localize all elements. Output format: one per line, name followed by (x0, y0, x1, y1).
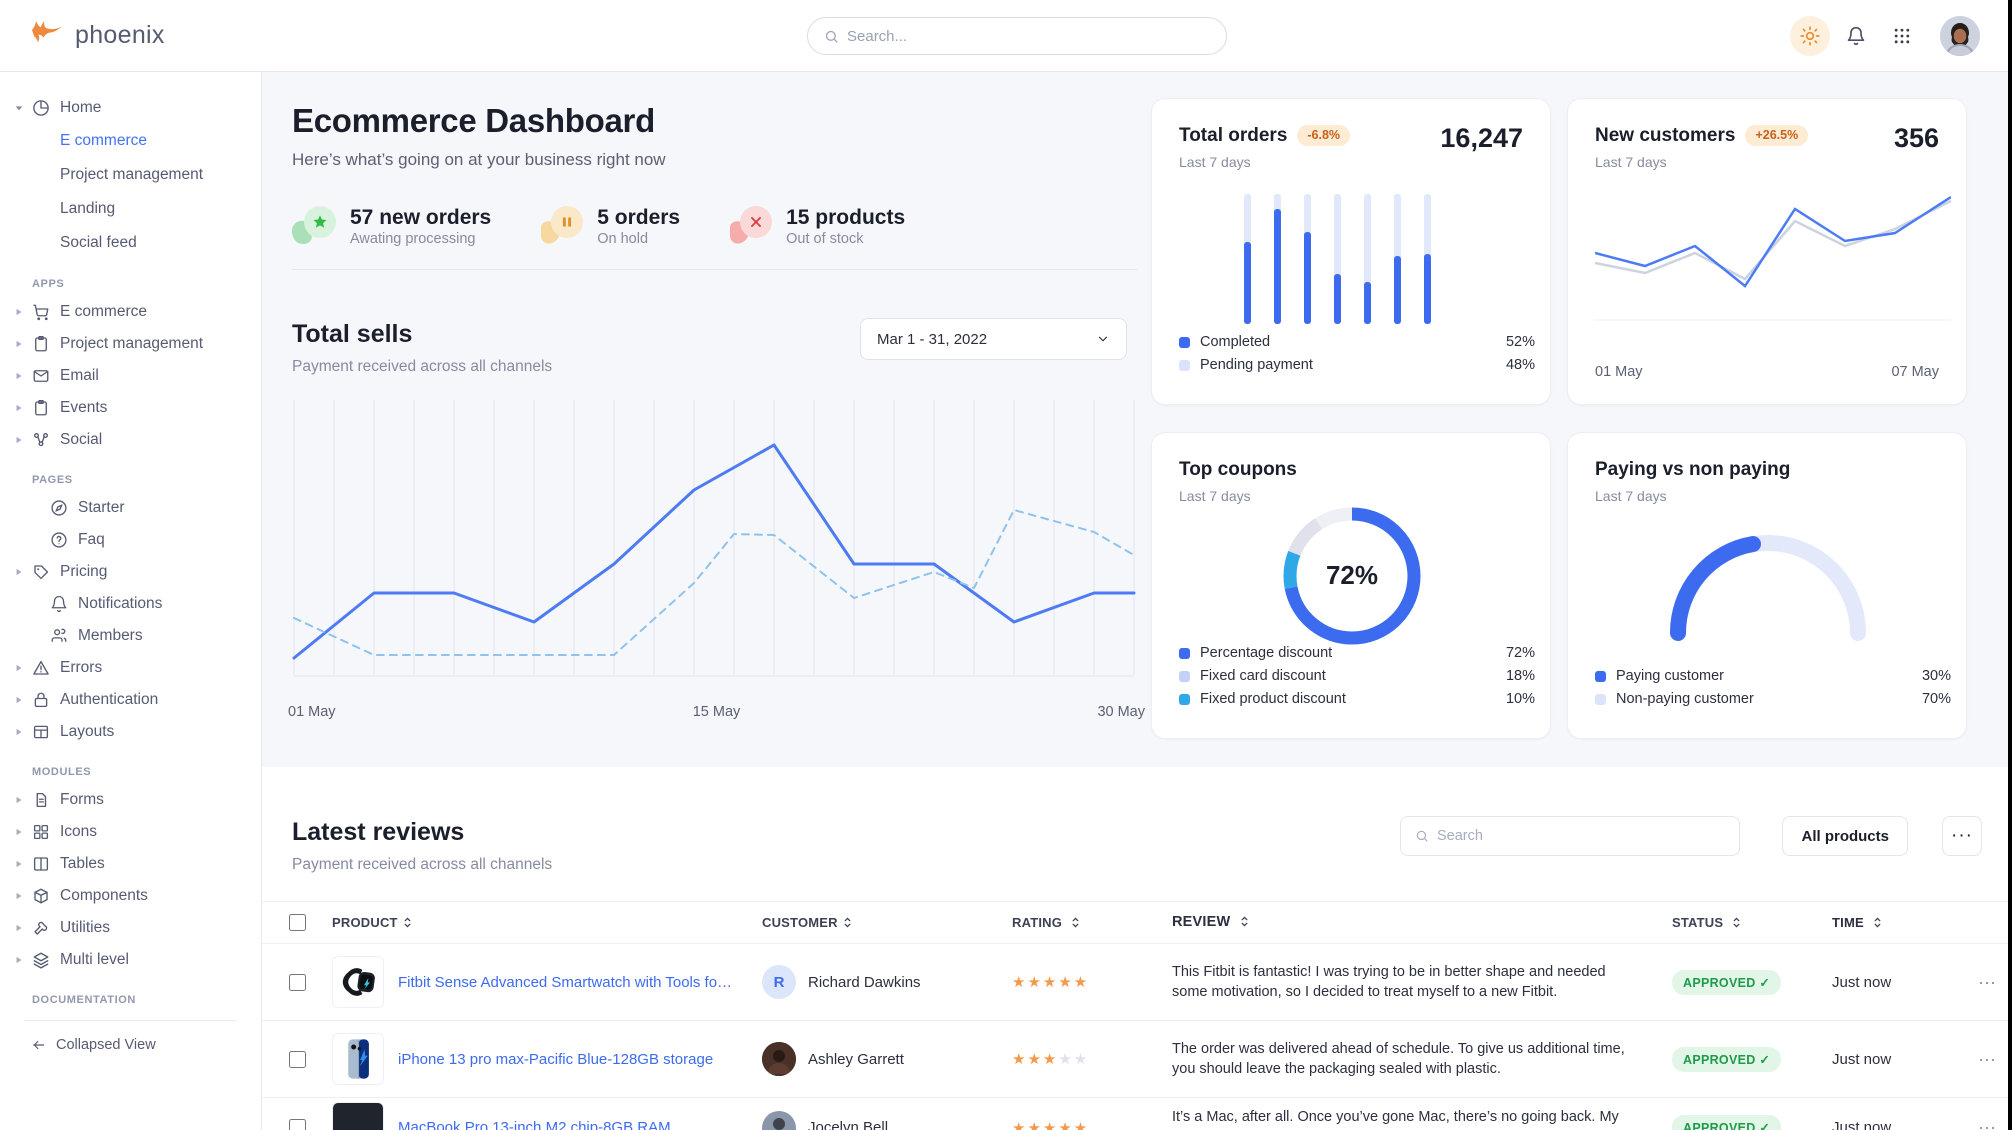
svg-text:72%: 72% (1326, 560, 1378, 590)
